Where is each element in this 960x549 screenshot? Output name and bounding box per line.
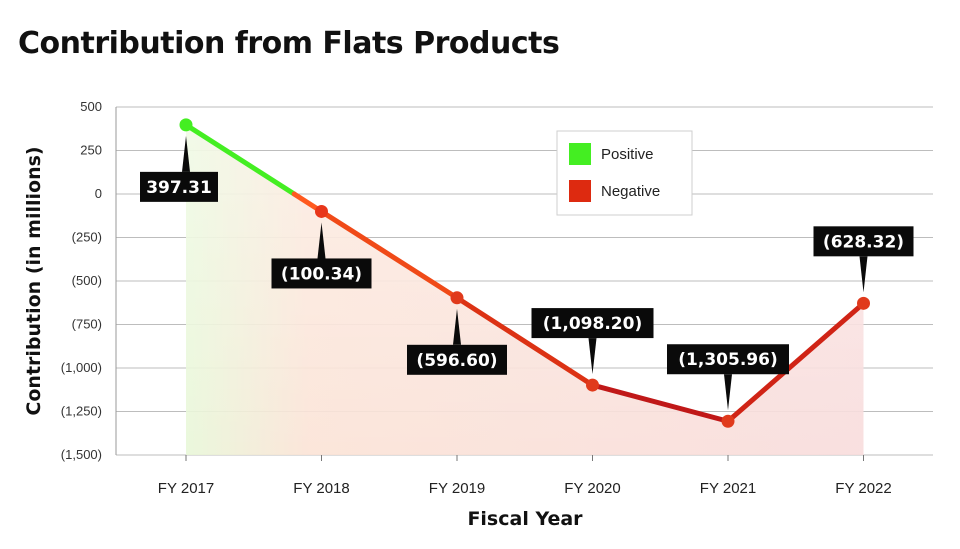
data-label: (100.34)	[281, 264, 362, 284]
y-tick-label: (750)	[72, 317, 102, 332]
data-label-box	[407, 344, 507, 375]
line-segment-negative	[725, 300, 866, 424]
data-label-pointer	[182, 135, 190, 172]
data-point	[179, 118, 193, 132]
data-label: 397.31	[146, 178, 212, 198]
data-labels: 397.31 (100.34) (596.60) (1,098.20) (1,305.9…	[140, 135, 914, 411]
x-tick-label: FY 2017	[158, 480, 214, 497]
data-point	[857, 296, 870, 310]
legend: Positive Negative	[556, 130, 693, 216]
data-label: (628.32)	[823, 232, 904, 252]
data-points	[179, 118, 870, 428]
x-tick-label: FY 2020	[564, 480, 620, 497]
line-segment-negative	[319, 208, 460, 301]
x-axis-ticks: FY 2017 FY 2018 FY 2019 FY 2020 FY 2021 FY 20…	[158, 455, 892, 497]
y-tick-label: (1,250)	[61, 404, 102, 419]
y-tick-label: (1,000)	[61, 360, 102, 375]
data-label-box	[271, 258, 372, 289]
y-tick-label: (1,500)	[61, 447, 102, 462]
y-tick-label: (250)	[72, 230, 102, 245]
legend-label-positive: Positive	[601, 146, 654, 163]
data-point	[315, 204, 328, 218]
data-point	[586, 378, 599, 392]
legend-swatch-negative	[569, 180, 591, 202]
line-segment-negative	[590, 382, 731, 424]
data-label-pointer	[859, 256, 868, 293]
data-point	[721, 414, 735, 428]
x-tick-label: FY 2018	[293, 480, 349, 497]
line-segment-positive	[183, 122, 297, 197]
chart-title: Contribution from Flats Products	[18, 26, 560, 61]
data-label-box	[667, 344, 789, 375]
data-label-box	[813, 226, 914, 257]
data-label-box	[140, 171, 218, 202]
data-label-pointer	[588, 338, 597, 375]
y-tick-label: 250	[80, 143, 102, 158]
y-tick-label: 500	[80, 99, 102, 114]
data-label-pointer	[317, 222, 326, 259]
y-tick-label: (500)	[72, 273, 102, 288]
data-label-pointer	[724, 374, 732, 411]
data-line	[183, 122, 866, 424]
y-axis-title: Contribution (in millions)	[23, 146, 45, 415]
y-axis-ticks: 500 250 0 (250) (500) (750) (1,000) (1,250) (1,5…	[61, 99, 102, 462]
legend-label-negative: Negative	[601, 183, 660, 200]
x-tick-label: FY 2021	[700, 480, 756, 497]
data-label: (596.60)	[416, 351, 497, 371]
data-label: (1,305.96)	[678, 350, 777, 370]
data-label-pointer	[453, 308, 461, 345]
data-label-box	[531, 308, 654, 339]
legend-swatch-positive	[569, 143, 591, 165]
x-tick-label: FY 2019	[429, 480, 485, 497]
area-fill	[186, 124, 864, 456]
line-segment-negative	[454, 295, 595, 388]
data-label: (1,098.20)	[543, 314, 642, 334]
x-tick-label: FY 2022	[835, 480, 891, 497]
x-axis-title: Fiscal Year	[467, 508, 583, 530]
area-fade	[186, 124, 864, 456]
y-tick-label: 0	[95, 186, 102, 201]
data-point	[450, 291, 464, 305]
